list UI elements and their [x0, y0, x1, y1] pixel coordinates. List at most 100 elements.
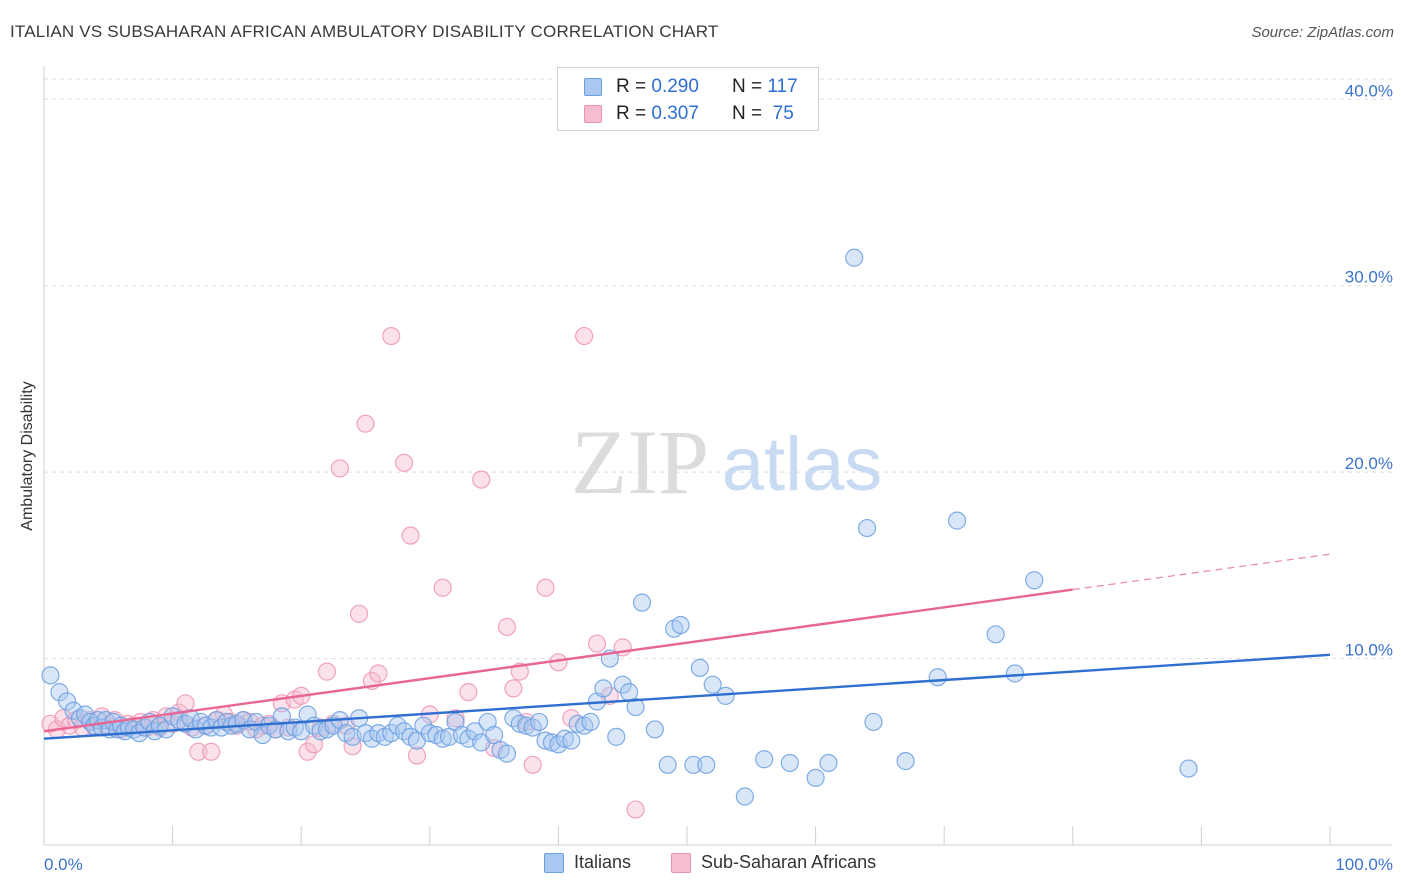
ssa-point: [497, 617, 517, 636]
italian-point: [298, 705, 317, 724]
italian-point: [780, 753, 799, 773]
legend-item-ssa[interactable]: Sub-Saharan Africans: [671, 852, 876, 873]
ssa-point: [349, 604, 369, 623]
y-tick-label: 30.0%: [1345, 268, 1393, 287]
italian-point: [562, 731, 581, 750]
ssa-trend-line: [43, 588, 1073, 733]
italian-point: [530, 712, 549, 732]
y-tick-labels: 10.0% 20.0% 30.0% 40.0%: [1345, 81, 1393, 659]
italian-point: [41, 666, 60, 685]
y-tick-label: 20.0%: [1345, 454, 1393, 473]
italian-point: [857, 518, 877, 538]
italian-point: [58, 692, 77, 711]
ssa-point: [394, 453, 414, 472]
ssa-point: [298, 742, 317, 761]
ssa-point: [382, 326, 401, 346]
italian-point: [845, 248, 864, 267]
ssa-point: [317, 662, 337, 681]
stats-legend: R = 0.290 N = 117 R = 0.307 N = 75: [557, 67, 819, 131]
italian-point: [1005, 664, 1025, 683]
italians-legend-label: Italians: [574, 852, 632, 872]
legend-row-ssa: R = 0.307 N = 75: [584, 103, 794, 125]
italian-point: [465, 722, 484, 741]
legend-item-italians[interactable]: Italians: [544, 852, 631, 873]
italians-swatch: [584, 78, 602, 96]
ssa-point: [369, 664, 388, 683]
italian-point: [697, 755, 716, 774]
watermark-zip: ZIP: [571, 411, 709, 513]
italian-point: [581, 712, 600, 732]
italian-point: [658, 755, 677, 774]
ssa-point: [356, 414, 375, 433]
italian-point: [684, 755, 703, 774]
x-tick-max: 100.0%: [1335, 855, 1393, 874]
r-value: 0.307: [651, 103, 699, 124]
italian-point: [594, 679, 613, 698]
italian-point: [433, 729, 452, 748]
ssa-point: [587, 634, 607, 653]
r-value: 0.290: [651, 76, 699, 97]
ssa-point: [433, 578, 452, 597]
ssa-point: [459, 683, 478, 702]
italian-point: [735, 787, 754, 806]
italian-point: [555, 729, 574, 748]
chart-title: ITALIAN VS SUBSAHARAN AFRICAN AMBULATORY…: [10, 22, 719, 41]
ssa-trend-extension: [1072, 553, 1331, 591]
ssa-point: [202, 742, 221, 761]
italians-legend-swatch: [544, 852, 564, 873]
italian-point: [414, 716, 433, 735]
italian-point: [1179, 759, 1198, 778]
italian-point: [613, 675, 632, 694]
n-label: N =: [731, 103, 763, 124]
ssa-swatch: [584, 105, 602, 123]
italian-point: [806, 768, 825, 787]
watermark-atlas: atlas: [722, 422, 883, 507]
ssa-point: [626, 800, 645, 819]
ssa-point: [523, 755, 542, 774]
r-label: R =: [616, 76, 647, 97]
italian-point: [864, 712, 883, 732]
trend-lines: [43, 553, 1331, 740]
ssa-point: [472, 470, 491, 489]
italian-point: [626, 697, 645, 717]
ssa-legend-label: Sub-Saharan Africans: [701, 852, 877, 872]
italian-point: [645, 720, 664, 739]
italian-point: [928, 668, 947, 687]
italian-points: [41, 248, 1198, 806]
italian-point: [896, 752, 915, 771]
ssa-legend-swatch: [671, 852, 691, 873]
italian-point: [690, 658, 709, 677]
italian-point: [819, 753, 838, 773]
axes: [43, 66, 1392, 846]
ssa-point: [575, 326, 594, 346]
italian-point: [703, 675, 722, 694]
ssa-point: [401, 526, 420, 545]
italian-point: [671, 615, 690, 635]
italian-point: [64, 701, 83, 720]
x-tick-min: 0.0%: [44, 855, 83, 874]
source-label: Source: ZipAtlas.com: [1251, 24, 1394, 41]
legend-row-italians: R = 0.290 N = 117: [584, 76, 798, 98]
ssa-point: [330, 459, 349, 478]
italian-point: [755, 750, 774, 769]
ssa-point: [189, 742, 208, 761]
italian-point: [181, 709, 200, 728]
n-label: N =: [731, 76, 763, 97]
italian-point: [947, 511, 967, 530]
italian-point: [1025, 571, 1044, 590]
ssa-points: [41, 326, 645, 819]
italian-point: [607, 727, 626, 746]
y-tick-label: 10.0%: [1345, 641, 1393, 660]
series-legend: Italians Sub-Saharan Africans: [0, 852, 1406, 876]
ssa-point: [504, 679, 523, 698]
n-value: 117: [767, 76, 798, 97]
y-tick-label: 40.0%: [1345, 81, 1393, 100]
italian-point: [632, 593, 652, 612]
n-value: 75: [772, 103, 794, 124]
r-label: R =: [616, 103, 647, 124]
ssa-point: [536, 578, 555, 597]
grid-lines: [44, 78, 1392, 660]
italian-trend-line: [43, 653, 1331, 740]
italian-point: [497, 744, 517, 763]
